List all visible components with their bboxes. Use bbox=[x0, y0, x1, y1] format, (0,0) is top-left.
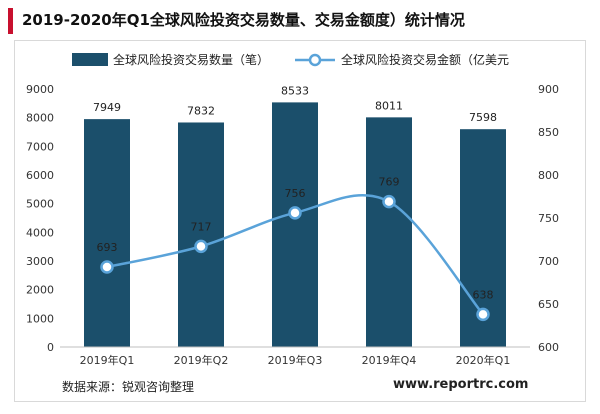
bar-layer bbox=[84, 102, 506, 348]
bar-value-label: 7598 bbox=[469, 111, 497, 124]
legend-bar-swatch bbox=[72, 53, 108, 66]
y-right-tick-label: 600 bbox=[538, 341, 559, 354]
line-value-label: 717 bbox=[191, 220, 212, 233]
line-value-label: 756 bbox=[285, 187, 306, 200]
legend-line-label: 全球风险投资交易金额（亿美元 bbox=[341, 52, 509, 67]
x-tick-label: 2019年Q1 bbox=[80, 353, 135, 367]
line-value-label: 638 bbox=[473, 288, 494, 301]
y-left-tick-label: 3000 bbox=[26, 255, 54, 268]
title-bar: 2019-2020年Q1全球风险投资交易数量、交易金额度）统计情况 bbox=[0, 0, 600, 40]
y-left-tick-label: 9000 bbox=[26, 83, 54, 96]
legend-bar-label: 全球风险投资交易数量（笔） bbox=[113, 52, 269, 67]
line-point bbox=[476, 307, 490, 322]
line-value-label: 693 bbox=[97, 241, 118, 254]
y-left-tick-label: 8000 bbox=[26, 112, 54, 125]
x-tick-label: 2020年Q1 bbox=[456, 353, 511, 367]
y-left-tick-label: 7000 bbox=[26, 140, 54, 153]
legend-line-marker bbox=[308, 53, 322, 67]
line-point bbox=[194, 239, 208, 254]
y-left-tick-label: 1000 bbox=[26, 312, 54, 325]
y-left-tick-label: 5000 bbox=[26, 198, 54, 211]
y-right-tick-label: 900 bbox=[538, 83, 559, 96]
label-layer: 7949 7832 8533 8011 7598 693 717 756 769 638 bbox=[93, 84, 497, 301]
bar-value-label: 7832 bbox=[187, 104, 215, 117]
line-layer bbox=[100, 193, 490, 322]
chart-frame bbox=[14, 40, 586, 402]
x-tick-label: 2019年Q3 bbox=[268, 353, 323, 367]
y-right-tick-label: 750 bbox=[538, 212, 559, 225]
data-source-note: 数据来源：锐观咨询整理 bbox=[62, 380, 195, 394]
page-title: 2019-2020年Q1全球风险投资交易数量、交易金额度）统计情况 bbox=[22, 11, 465, 29]
bar bbox=[366, 117, 412, 347]
bar-value-label: 8011 bbox=[375, 99, 403, 112]
bar-value-label: 7949 bbox=[93, 101, 121, 114]
y-right-tick-label: 850 bbox=[538, 126, 559, 139]
line-point bbox=[100, 260, 114, 274]
y-left-tick-label: 4000 bbox=[26, 226, 54, 239]
website-url: www.reportrc.com bbox=[393, 377, 529, 392]
legend-layer: 全球风险投资交易数量（笔） 全球风险投资交易金额（亿美元 bbox=[72, 52, 509, 67]
x-tick-label: 2019年Q4 bbox=[362, 353, 417, 367]
bar bbox=[178, 122, 224, 347]
line-value-label: 769 bbox=[379, 176, 400, 189]
bar bbox=[84, 119, 130, 348]
axis-layer: 0 1000 2000 3000 4000 5000 6000 7000 8000 9000 600… bbox=[26, 83, 559, 367]
title-accent-mark bbox=[8, 8, 13, 34]
y-right-tick-label: 700 bbox=[538, 255, 559, 268]
bar bbox=[272, 102, 318, 348]
y-right-tick-label: 800 bbox=[538, 169, 559, 182]
y-left-tick-label: 2000 bbox=[26, 284, 54, 297]
y-left-tick-label: 0 bbox=[47, 341, 54, 354]
line-point bbox=[382, 194, 396, 209]
line-point bbox=[288, 206, 302, 220]
bar-value-label: 8533 bbox=[281, 84, 309, 97]
x-tick-label: 2019年Q2 bbox=[174, 353, 229, 367]
y-right-tick-label: 650 bbox=[538, 298, 559, 311]
y-left-tick-label: 6000 bbox=[26, 169, 54, 182]
